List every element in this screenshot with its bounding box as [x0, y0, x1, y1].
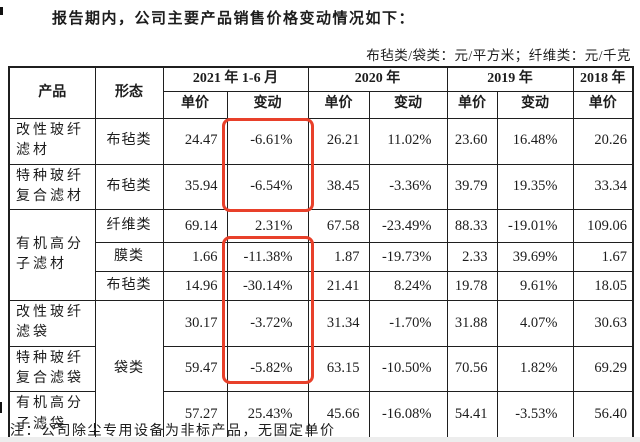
header-unit-price: 单价: [572, 90, 634, 119]
change-cell: 19.35%: [496, 163, 574, 211]
unit-price-cell: 14.96: [162, 271, 228, 302]
change-cell: -3.36%: [368, 163, 448, 211]
unit-price-cell: 69.14: [162, 209, 228, 244]
unit-price-cell: 21.41: [307, 271, 370, 302]
change-cell: 39.69%: [496, 242, 574, 273]
change-cell: -19.01%: [496, 209, 574, 244]
form-cell: 布毡类: [94, 271, 164, 302]
product-cell: 有机高分子滤袋: [8, 391, 96, 439]
form-cell: 膜类: [94, 242, 164, 273]
change-cell: 9.61%: [496, 271, 574, 302]
footnote: 注：公司除尘专用设备为非标产品，无固定单价: [10, 424, 336, 439]
unit-price-cell: 23.60: [446, 117, 498, 165]
header-period-2018: 2018 年: [572, 66, 634, 92]
table-row: 布毡类 14.96 -30.14% 21.41 8.24% 19.78 9.61…: [9, 271, 634, 302]
header-form: 形态: [94, 66, 164, 119]
unit-price-cell: 88.33: [446, 209, 498, 244]
change-cell: 25.43%: [226, 391, 309, 439]
unit-price-cell: 56.40: [572, 391, 634, 439]
table-row: 特种玻纤复合滤材 布毡类 35.94 -6.54% 38.45 -3.36% 3…: [8, 163, 634, 211]
change-cell: -16.08%: [368, 391, 448, 439]
header-change: 变动: [226, 90, 309, 119]
form-cell: 布毡类: [94, 117, 164, 165]
header-row-periods: 产品 形态 2021 年 1-6 月 2020 年 2019 年 2018 年: [8, 66, 634, 119]
unit-price-cell: 57.27: [162, 391, 228, 439]
unit-price-cell: 24.47: [162, 117, 228, 165]
unit-price-cell: 31.88: [446, 300, 498, 347]
change-cell: -6.61%: [226, 117, 309, 165]
price-change-table: 产品 形态 2021 年 1-6 月 2020 年 2019 年 2018 年 …: [8, 66, 635, 439]
header-period-2020: 2020 年: [307, 66, 448, 92]
unit-price-cell: 1.67: [572, 242, 634, 273]
change-cell: -1.70%: [368, 300, 448, 347]
form-cell: 袋类: [94, 300, 164, 439]
unit-price-cell: 1.66: [162, 242, 228, 273]
unit-price-cell: 18.05: [572, 271, 634, 302]
change-cell: 1.82%: [496, 345, 574, 393]
product-cell: 改性玻纤滤袋: [8, 300, 96, 347]
change-cell: -23.49%: [368, 209, 448, 244]
header-unit-price: 单价: [307, 90, 370, 119]
change-cell: -6.54%: [226, 163, 309, 211]
unit-note: 布毡类/袋类：元/平方米；纤维类：元/千克: [366, 48, 631, 63]
table-row: 有机高分子滤材 纤维类 69.14 2.31% 67.58 -23.49% 88…: [8, 209, 634, 302]
page-title: 报告期内，公司主要产品销售价格变动情况如下：: [52, 11, 416, 27]
unit-price-cell: 26.21: [307, 117, 370, 165]
unit-price-cell: 63.15: [307, 345, 370, 393]
unit-price-cell: 59.47: [162, 345, 228, 393]
product-cell: 有机高分子滤材: [8, 209, 96, 302]
change-cell: 4.07%: [496, 300, 574, 347]
header-unit-price: 单价: [446, 90, 498, 119]
change-cell: -30.14%: [226, 271, 309, 302]
table-row: 膜类 1.66 -11.38% 1.87 -19.73% 2.33 39.69%…: [9, 242, 634, 273]
unit-price-cell: 31.34: [307, 300, 370, 347]
change-cell: 11.02%: [368, 117, 448, 165]
change-cell: 8.24%: [368, 271, 448, 302]
change-cell: -3.53%: [496, 391, 574, 439]
unit-price-cell: 33.34: [572, 163, 634, 211]
scan-artifact: [0, 7, 3, 15]
header-period-2021: 2021 年 1-6 月: [162, 66, 309, 92]
unit-price-cell: 38.45: [307, 163, 370, 211]
unit-price-cell: 30.63: [572, 300, 634, 347]
form-cell: 纤维类: [94, 209, 164, 244]
change-cell: -3.72%: [226, 300, 309, 347]
header-product: 产品: [8, 66, 96, 119]
unit-price-cell: 70.56: [446, 345, 498, 393]
table-row: 改性玻纤滤袋 袋类 30.17 -3.72% 31.34 -1.70% 31.8…: [8, 300, 634, 439]
header-period-2019: 2019 年: [446, 66, 574, 92]
scan-shading: [0, 437, 640, 442]
header-unit-price: 单价: [162, 90, 228, 119]
unit-price-cell: 1.87: [307, 242, 370, 273]
header-change: 变动: [496, 90, 574, 119]
product-cell: 特种玻纤复合滤材: [8, 163, 96, 211]
unit-price-cell: 67.58: [307, 209, 370, 244]
header-row-measures: 单价 变动 单价 变动 单价 变动 单价: [9, 90, 634, 119]
unit-price-cell: 109.06: [572, 209, 634, 244]
table-row: 有机高分子滤袋 57.27 25.43% 45.66 -16.08% 54.41…: [8, 391, 634, 439]
unit-price-cell: 2.33: [446, 242, 498, 273]
unit-price-cell: 54.41: [446, 391, 498, 439]
change-cell: -5.82%: [226, 345, 309, 393]
unit-price-cell: 35.94: [162, 163, 228, 211]
product-cell: 改性玻纤滤材: [8, 117, 96, 165]
unit-price-cell: 69.29: [572, 345, 634, 393]
change-cell: -11.38%: [226, 242, 309, 273]
unit-price-cell: 39.79: [446, 163, 498, 211]
header-change: 变动: [368, 90, 448, 119]
unit-price-cell: 19.78: [446, 271, 498, 302]
unit-price-cell: 20.26: [572, 117, 634, 165]
scan-artifact: [0, 402, 2, 413]
unit-price-cell: 30.17: [162, 300, 228, 347]
product-cell: 特种玻纤复合滤袋: [8, 345, 96, 393]
change-cell: 16.48%: [496, 117, 574, 165]
table-row: 改性玻纤滤材 布毡类 24.47 -6.61% 26.21 11.02% 23.…: [8, 117, 634, 165]
change-cell: 2.31%: [226, 209, 309, 244]
change-cell: -10.50%: [368, 345, 448, 393]
form-cell: 布毡类: [94, 163, 164, 211]
change-cell: -19.73%: [368, 242, 448, 273]
